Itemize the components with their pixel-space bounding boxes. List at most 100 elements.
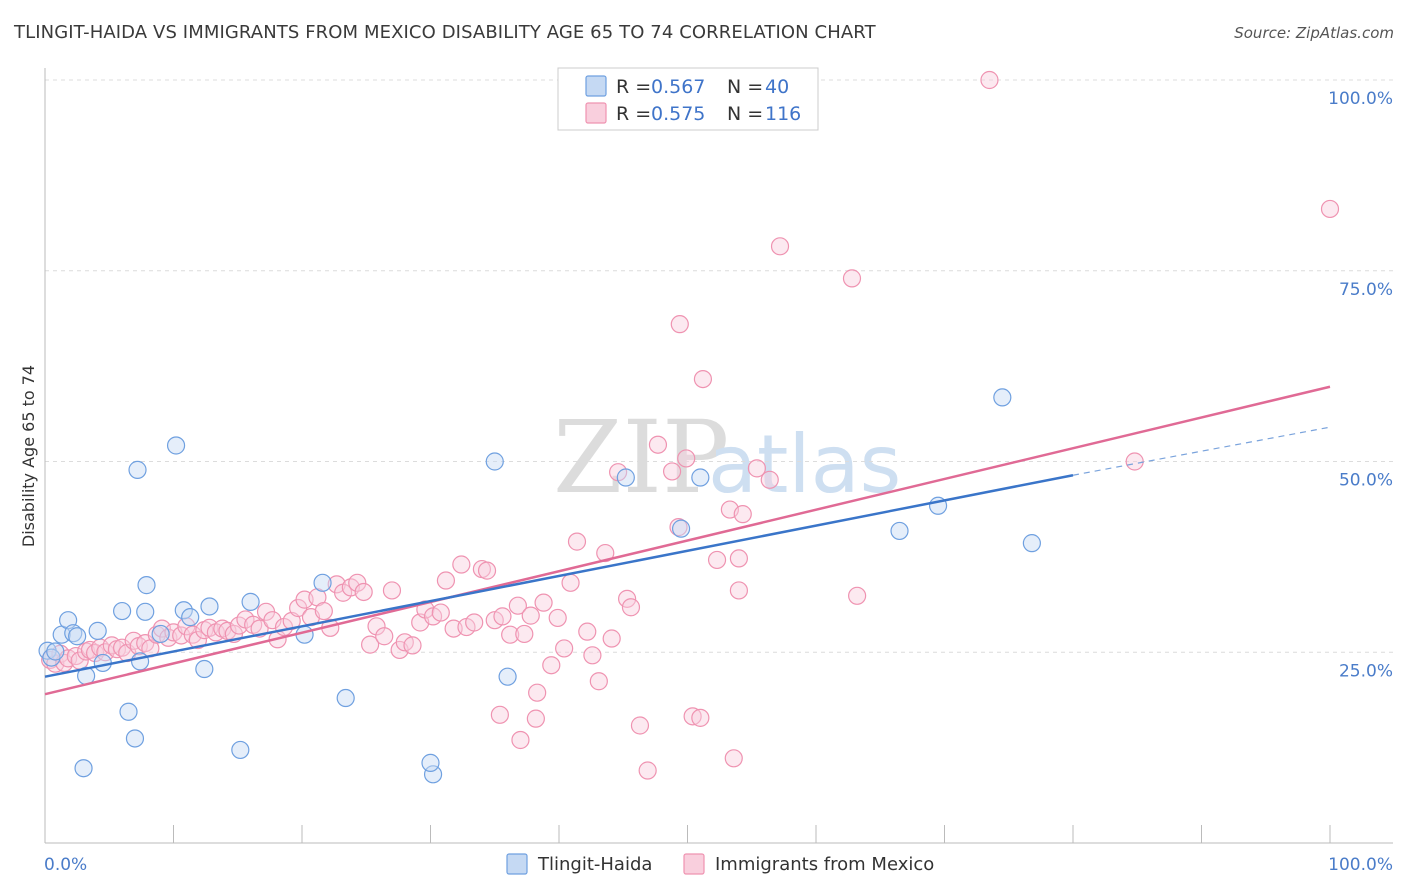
point-immigrants-from-mexico — [683, 707, 702, 726]
point-immigrants-from-mexico — [354, 582, 373, 602]
legend-swatch-immigrants-from-mexico — [585, 102, 607, 124]
point-tlingit-haida — [423, 765, 443, 784]
point-immigrants-from-mexico — [747, 459, 766, 478]
point-immigrants-from-mexico — [729, 581, 749, 600]
legend-r-label-1: R = — [616, 76, 651, 98]
legend-swatch-tlingit-haida — [585, 75, 607, 97]
point-immigrants-from-mexico — [1320, 199, 1340, 219]
point-tlingit-haida — [181, 608, 200, 627]
point-tlingit-haida — [336, 688, 355, 708]
point-tlingit-haida — [993, 388, 1012, 407]
series-immigrants-from-mexico — [41, 70, 1340, 780]
point-immigrants-from-mexico — [1125, 452, 1144, 471]
point-immigrants-from-mexico — [578, 622, 597, 641]
watermark: ZIP atlas — [553, 399, 901, 516]
point-tlingit-haida — [119, 702, 138, 721]
bottom-legend-swatch-immigrants-from-mexico — [683, 853, 705, 875]
point-immigrants-from-mexico — [465, 613, 484, 632]
series-tlingit-haida — [38, 388, 1041, 784]
point-immigrants-from-mexico — [188, 630, 208, 650]
point-immigrants-from-mexico — [382, 581, 402, 600]
trend-extension-tlingit-haida — [1072, 426, 1331, 476]
legend-n-label-2: N = — [727, 103, 763, 125]
point-tlingit-haida — [195, 659, 214, 679]
point-tlingit-haida — [200, 597, 219, 616]
point-tlingit-haida — [130, 652, 150, 671]
point-tlingit-haida — [174, 601, 193, 620]
point-tlingit-haida — [313, 573, 332, 592]
point-immigrants-from-mexico — [707, 550, 727, 570]
chart-title: TLINGIT-HAIDA VS IMMIGRANTS FROM MEXICO … — [14, 22, 876, 43]
watermark-zip: ZIP — [553, 399, 729, 516]
legend-n-label-1: N = — [727, 76, 763, 98]
point-immigrants-from-mexico — [567, 532, 587, 551]
y-tick-label: 75.0% — [1339, 280, 1393, 300]
point-immigrants-from-mexico — [493, 607, 512, 626]
y-tick-labels: 25.0% 50.0% 75.0% 100.0% — [1328, 89, 1393, 681]
watermark-atlas: atlas — [708, 418, 901, 511]
x-tick-label-max: 100.0% — [1328, 855, 1393, 875]
point-immigrants-from-mexico — [733, 505, 752, 524]
point-immigrants-from-mexico — [583, 646, 602, 665]
point-immigrants-from-mexico — [630, 716, 650, 735]
point-immigrants-from-mexico — [534, 593, 553, 612]
point-tlingit-haida — [112, 601, 132, 621]
point-immigrants-from-mexico — [501, 625, 520, 644]
point-immigrants-from-mexico — [842, 269, 862, 288]
point-immigrants-from-mexico — [648, 435, 668, 454]
point-tlingit-haida — [68, 627, 87, 646]
point-immigrants-from-mexico — [431, 603, 450, 622]
point-immigrants-from-mexico — [729, 549, 749, 568]
point-immigrants-from-mexico — [263, 611, 282, 630]
bottom-legend-swatch-tlingit-haida — [506, 853, 528, 875]
point-tlingit-haida — [46, 642, 65, 661]
point-immigrants-from-mexico — [124, 631, 143, 650]
point-immigrants-from-mexico — [548, 608, 567, 628]
bottom-legend: Tlingit-Haida Immigrants from Mexico — [506, 853, 934, 875]
legend-n-value-2: 116 — [765, 103, 801, 125]
point-immigrants-from-mexico — [980, 70, 999, 90]
point-immigrants-from-mexico — [436, 571, 456, 590]
point-immigrants-from-mexico — [618, 589, 637, 608]
bottom-legend-label-tlingit-haida: Tlingit-Haida — [537, 854, 652, 875]
point-tlingit-haida — [1022, 534, 1041, 553]
point-immigrants-from-mexico — [403, 636, 422, 655]
point-immigrants-from-mexico — [490, 705, 509, 724]
axes — [44, 68, 1393, 844]
point-immigrants-from-mexico — [561, 573, 580, 592]
legend-n-value-1: 40 — [765, 76, 789, 98]
point-tlingit-haida — [421, 753, 440, 772]
legend: R = 0.567 N = 40 R = 0.575 N = 116 — [557, 67, 819, 131]
point-tlingit-haida — [74, 759, 93, 778]
point-tlingit-haida — [128, 460, 147, 479]
point-immigrants-from-mexico — [555, 639, 574, 658]
point-immigrants-from-mexico — [511, 730, 530, 750]
legend-r-value-1: 0.567 — [651, 76, 705, 98]
point-immigrants-from-mexico — [596, 543, 615, 563]
point-immigrants-from-mexico — [348, 573, 367, 592]
point-tlingit-haida — [485, 452, 504, 471]
y-tick-label: 25.0% — [1339, 661, 1393, 681]
point-immigrants-from-mexico — [314, 601, 333, 621]
point-immigrants-from-mexico — [477, 561, 497, 580]
trend-line-immigrants-from-mexico — [44, 385, 1331, 696]
y-tick-label: 50.0% — [1339, 471, 1393, 491]
point-tlingit-haida — [137, 576, 156, 595]
point-tlingit-haida — [231, 740, 250, 760]
point-immigrants-from-mexico — [724, 749, 743, 768]
point-immigrants-from-mexico — [375, 627, 394, 646]
legend-r-value-2: 0.575 — [651, 103, 705, 125]
bottom-legend-label-immigrants-from-mexico: Immigrants from Mexico — [715, 854, 934, 875]
point-immigrants-from-mexico — [361, 635, 380, 654]
point-immigrants-from-mexico — [760, 470, 779, 489]
point-tlingit-haida — [125, 729, 145, 748]
legend-r-label-2: R = — [616, 103, 651, 125]
point-tlingit-haida — [616, 468, 635, 487]
point-immigrants-from-mexico — [638, 761, 657, 780]
x-tick-label-min: 0.0% — [44, 855, 87, 875]
point-immigrants-from-mexico — [693, 369, 713, 389]
point-immigrants-from-mexico — [770, 237, 790, 256]
trend-line-tlingit-haida — [44, 474, 1074, 678]
point-immigrants-from-mexico — [542, 656, 561, 675]
